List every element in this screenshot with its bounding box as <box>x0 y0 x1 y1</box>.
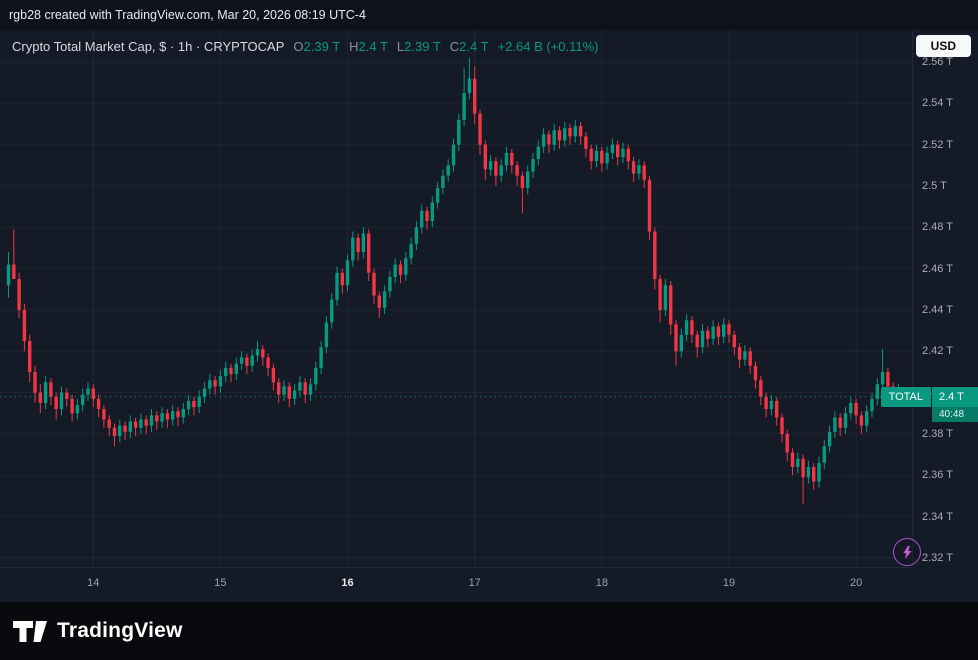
time-tick-label: 17 <box>468 577 481 589</box>
price-tick-label: 2.42 T <box>922 345 953 358</box>
price-tick-label: 2.48 T <box>922 221 953 234</box>
last-price-value: 2.4 T <box>932 386 978 407</box>
bar-countdown: 40:48 <box>932 406 978 422</box>
low-value: 2.39 T <box>404 39 441 54</box>
time-tick-label: 19 <box>722 577 736 589</box>
price-tick-label: 2.5 T <box>922 179 947 192</box>
time-tick-label: 15 <box>214 577 227 589</box>
price-tick-label: 2.34 T <box>922 510 953 523</box>
high-key: H <box>349 39 359 54</box>
tradingview-wordmark[interactable]: TradingView <box>57 619 183 642</box>
lightning-icon <box>902 545 912 559</box>
price-tick-label: 2.36 T <box>922 469 953 482</box>
price-tick-label: 2.32 T <box>922 551 953 564</box>
close-key: C <box>449 39 460 54</box>
time-scale[interactable]: 14 15 16 17 18 19 20 <box>0 567 912 602</box>
time-tick-label: 14 <box>87 577 100 589</box>
time-tick-label: 16 <box>341 577 354 589</box>
high-value: 2.4 T <box>358 39 388 54</box>
ohlc-open: O2.39 T <box>293 39 340 54</box>
chart-region: Crypto Total Market Cap, $ · 1h · CRYPTO… <box>0 30 978 602</box>
attribution-bar: rgb28 created with TradingView.com, Mar … <box>0 0 978 30</box>
open-value: 2.39 T <box>303 39 341 54</box>
candle-series <box>6 57 901 505</box>
ohlc-close: C2.4 T <box>450 39 489 54</box>
candlestick-plot[interactable] <box>0 30 912 567</box>
symbol-tag: TOTAL <box>880 386 931 407</box>
time-tick-label: 18 <box>595 577 608 589</box>
ohlc-low: L2.39 T <box>397 39 441 54</box>
price-change: +2.64 B (+0.11%) <box>497 39 599 54</box>
ohlc-high: H2.4 T <box>349 39 388 54</box>
symbol-title[interactable]: Crypto Total Market Cap, $ · 1h · CRYPTO… <box>12 39 285 54</box>
price-tick-label: 2.44 T <box>922 303 953 316</box>
last-price-label: TOTAL 2.4 T 40:48 <box>880 386 978 422</box>
symbol-legend: Crypto Total Market Cap, $ · 1h · CRYPTO… <box>12 39 599 54</box>
price-tick-label: 2.54 T <box>922 97 953 110</box>
currency-usd-button[interactable]: USD <box>915 35 971 57</box>
price-scale[interactable]: 2.56 T 2.54 T 2.52 T 2.5 T 2.48 T 2.46 T 2.44 … <box>912 30 978 567</box>
open-key: O <box>293 39 304 54</box>
price-tick-label: 2.52 T <box>922 138 953 151</box>
tradingview-logo-icon[interactable] <box>13 620 47 642</box>
attribution-text: rgb28 created with TradingView.com, Mar … <box>9 8 366 22</box>
last-price-row: TOTAL 2.4 T <box>880 386 978 407</box>
close-value: 2.4 T <box>459 39 489 54</box>
low-key: L <box>396 39 405 54</box>
footer-bar: TradingView <box>0 602 978 660</box>
price-tick-label: 2.38 T <box>922 427 953 440</box>
price-tick-label: 2.56 T <box>922 56 953 69</box>
instant-trading-button[interactable] <box>893 538 921 566</box>
time-tick-label: 20 <box>849 577 863 589</box>
price-tick-label: 2.46 T <box>922 262 953 275</box>
grid-lines <box>0 30 912 567</box>
